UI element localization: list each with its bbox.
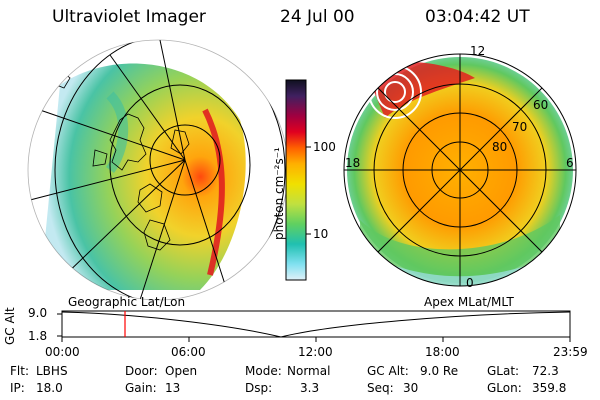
- mlt-label-12: 12: [470, 44, 486, 58]
- altitude-ytick-1-8: 1.8: [28, 329, 48, 343]
- dsp-label: Dsp:: [245, 381, 273, 395]
- altitude-ylabel: GC Alt: [3, 307, 17, 345]
- mlt-label-0: 0: [466, 276, 474, 290]
- mode-label: Mode:: [245, 364, 282, 378]
- altitude-xtick-1800: 18:00: [425, 345, 460, 359]
- colorbar-units-label: photon cm⁻²s⁻¹: [272, 147, 286, 240]
- ip-value: 18.0: [36, 381, 63, 395]
- lat-label-60: 60: [533, 98, 549, 112]
- door-label: Door:: [125, 364, 158, 378]
- polar-map-caption: Apex MLat/MLT: [424, 295, 514, 309]
- seq-value: 30: [403, 381, 419, 395]
- gain-label: Gain:: [125, 381, 157, 395]
- colorbar-tick-100: 100: [313, 140, 336, 154]
- altitude-ytick-9: 9.0: [28, 306, 48, 320]
- mode-value: Normal: [287, 364, 331, 378]
- glon-value: 359.8: [532, 381, 567, 395]
- altitude-xtick-2359: 23:59: [553, 345, 588, 359]
- ip-label: IP:: [10, 381, 25, 395]
- altitude-xtick-1200: 12:00: [298, 345, 333, 359]
- lat-label-80: 80: [492, 140, 508, 154]
- filter-label: Flt:: [10, 364, 29, 378]
- colorbar: [285, 79, 311, 281]
- gc-alt-value: 9.0 Re: [420, 364, 459, 378]
- polar-map: [343, 53, 577, 287]
- glat-value: 72.3: [532, 364, 559, 378]
- geo-map-caption: Geographic Lat/Lon: [68, 295, 186, 309]
- altitude-plot: [57, 310, 571, 342]
- observation-time: 03:04:42 UT: [425, 7, 530, 27]
- geographic-map: [27, 39, 289, 301]
- dsp-value: 3.3: [300, 381, 320, 395]
- gain-value: 13: [165, 381, 181, 395]
- instrument-title: Ultraviolet Imager: [52, 7, 206, 27]
- observation-date: 24 Jul 00: [280, 7, 355, 27]
- door-value: Open: [165, 364, 198, 378]
- mlt-label-6: 6: [566, 156, 574, 170]
- glon-label: GLon:: [487, 381, 522, 395]
- mlt-label-18: 18: [345, 156, 361, 170]
- altitude-xtick-0600: 06:00: [171, 345, 206, 359]
- glat-label: GLat:: [487, 364, 520, 378]
- altitude-xtick-0000: 00:00: [45, 345, 80, 359]
- lat-label-70: 70: [512, 120, 528, 134]
- seq-label: Seq:: [367, 381, 394, 395]
- colorbar-tick-10: 10: [313, 227, 329, 241]
- filter-value: LBHS: [36, 364, 68, 378]
- gc-alt-label: GC Alt:: [367, 364, 409, 378]
